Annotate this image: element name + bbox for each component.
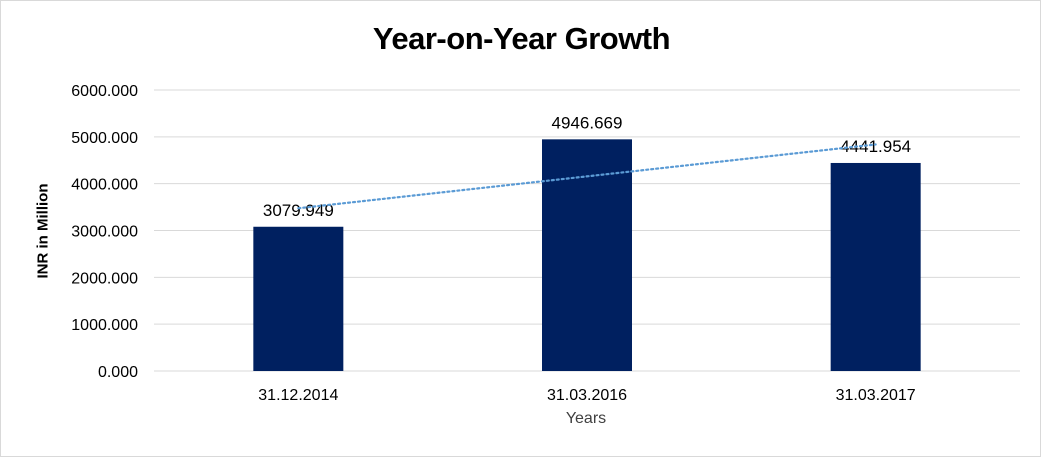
y-tick-label: 6000.000 — [71, 83, 138, 100]
y-tick-label: 1000.000 — [71, 317, 138, 334]
y-tick-label: 4000.000 — [71, 177, 138, 194]
trendline — [297, 143, 877, 210]
chart-title: Year-on-Year Growth — [372, 21, 671, 56]
bar — [542, 139, 632, 371]
data-label: 4441.954 — [840, 137, 911, 156]
bar — [830, 162, 921, 371]
y-tick-label: 0.000 — [98, 364, 138, 381]
x-tick-label: 31.03.2017 — [836, 387, 916, 404]
y-tick-label: 2000.000 — [71, 270, 138, 287]
y-tick-label: 5000.000 — [71, 130, 138, 147]
data-label: 3079.949 — [263, 201, 334, 220]
data-label: 4946.669 — [552, 113, 623, 132]
x-tick-label: 31.03.2016 — [547, 387, 627, 404]
x-axis-label: Years — [565, 410, 607, 427]
bar — [253, 226, 344, 371]
x-tick-label: 31.12.2014 — [258, 387, 338, 404]
y-tick-label: 3000.000 — [71, 224, 138, 241]
